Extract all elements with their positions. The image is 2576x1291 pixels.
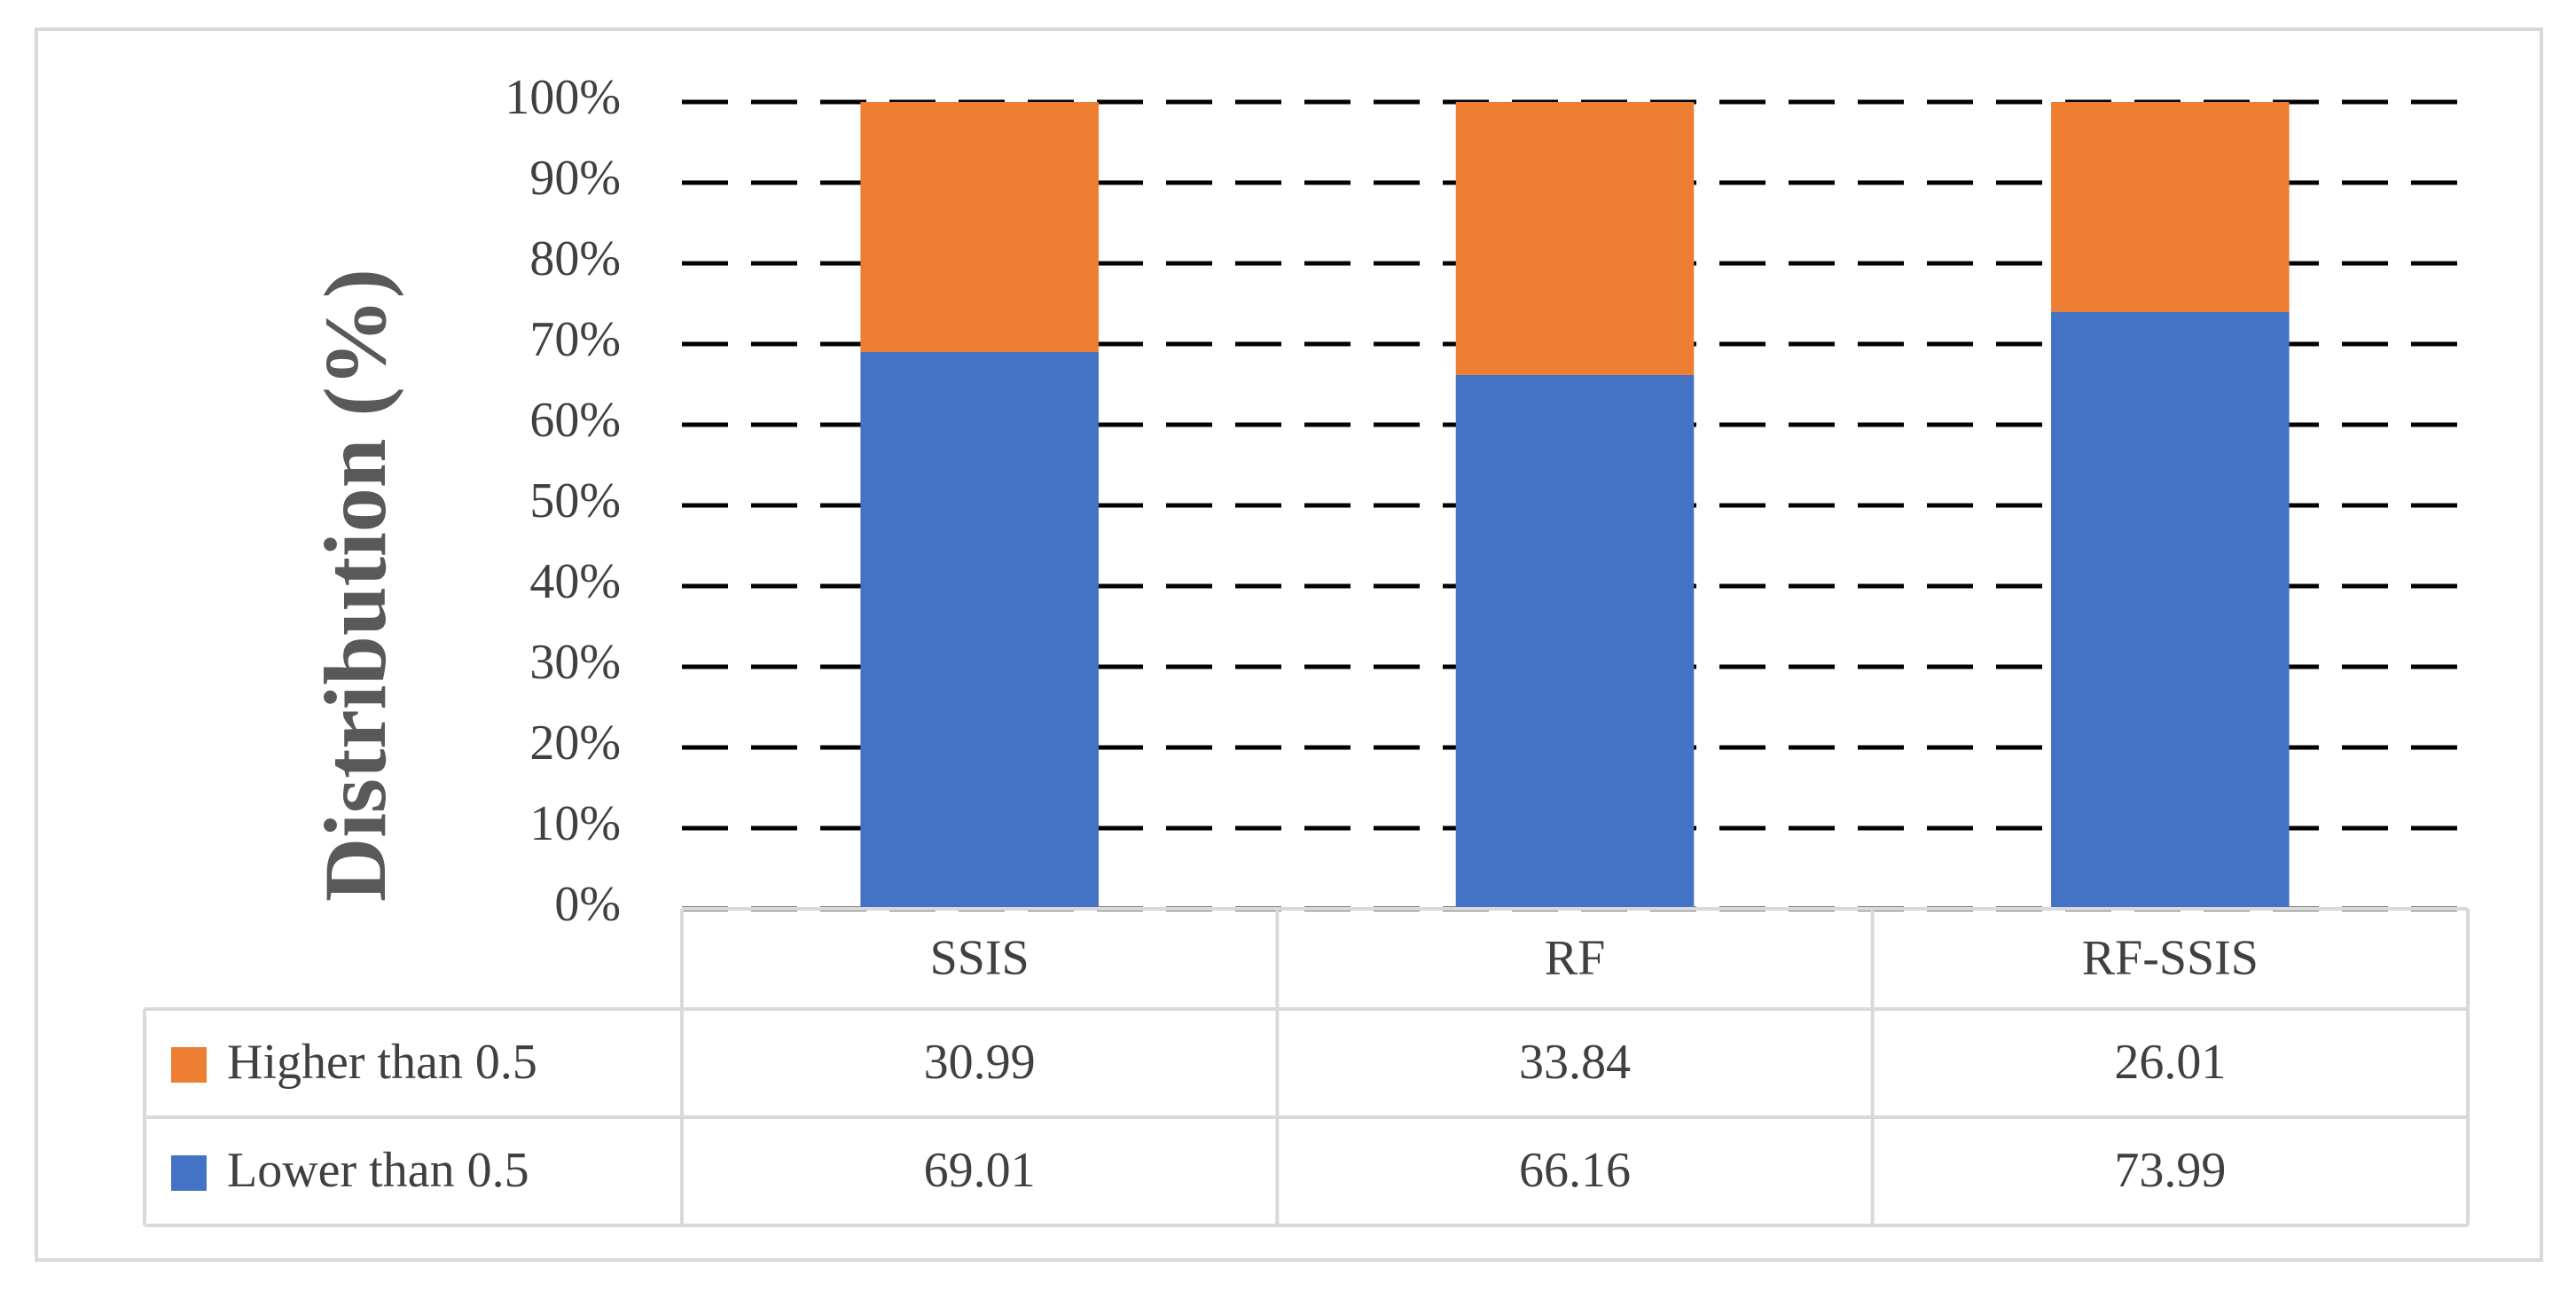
x-tick-label: RF-SSIS	[2082, 930, 2259, 985]
table-value: 66.16	[1519, 1143, 1631, 1198]
table-value: 33.84	[1519, 1035, 1631, 1090]
x-tick-label: RF	[1545, 930, 1606, 985]
y-tick-label: 20%	[529, 716, 621, 771]
legend-label: Lower than 0.5	[227, 1143, 529, 1198]
x-tick-label: SSIS	[930, 930, 1030, 985]
y-tick-label: 100%	[505, 70, 621, 125]
y-axis-title: Distribution (%)	[306, 269, 404, 902]
table-value: 73.99	[2114, 1143, 2226, 1198]
y-tick-label: 60%	[529, 393, 621, 448]
bar-segment	[2051, 102, 2290, 312]
legend-label: Higher than 0.5	[227, 1035, 537, 1090]
y-tick-label: 90%	[529, 151, 621, 206]
legend-swatch	[171, 1047, 207, 1083]
y-tick-label: 0%	[554, 877, 621, 932]
bar-segment	[860, 352, 1099, 909]
bar-segment	[2051, 311, 2290, 909]
bar-segment	[1455, 374, 1695, 910]
y-tick-label: 40%	[529, 554, 621, 609]
table-value: 69.01	[924, 1143, 1036, 1198]
y-tick-label: 10%	[529, 796, 621, 851]
bar-segment	[860, 102, 1099, 353]
legend-swatch	[171, 1155, 207, 1191]
bar-segment	[1455, 102, 1695, 375]
y-tick-label: 50%	[529, 473, 621, 528]
table-value: 26.01	[2114, 1035, 2226, 1090]
table-value: 30.99	[924, 1035, 1036, 1090]
y-tick-label: 80%	[529, 231, 621, 286]
y-tick-label: 70%	[529, 312, 621, 367]
y-tick-label: 30%	[529, 635, 621, 690]
